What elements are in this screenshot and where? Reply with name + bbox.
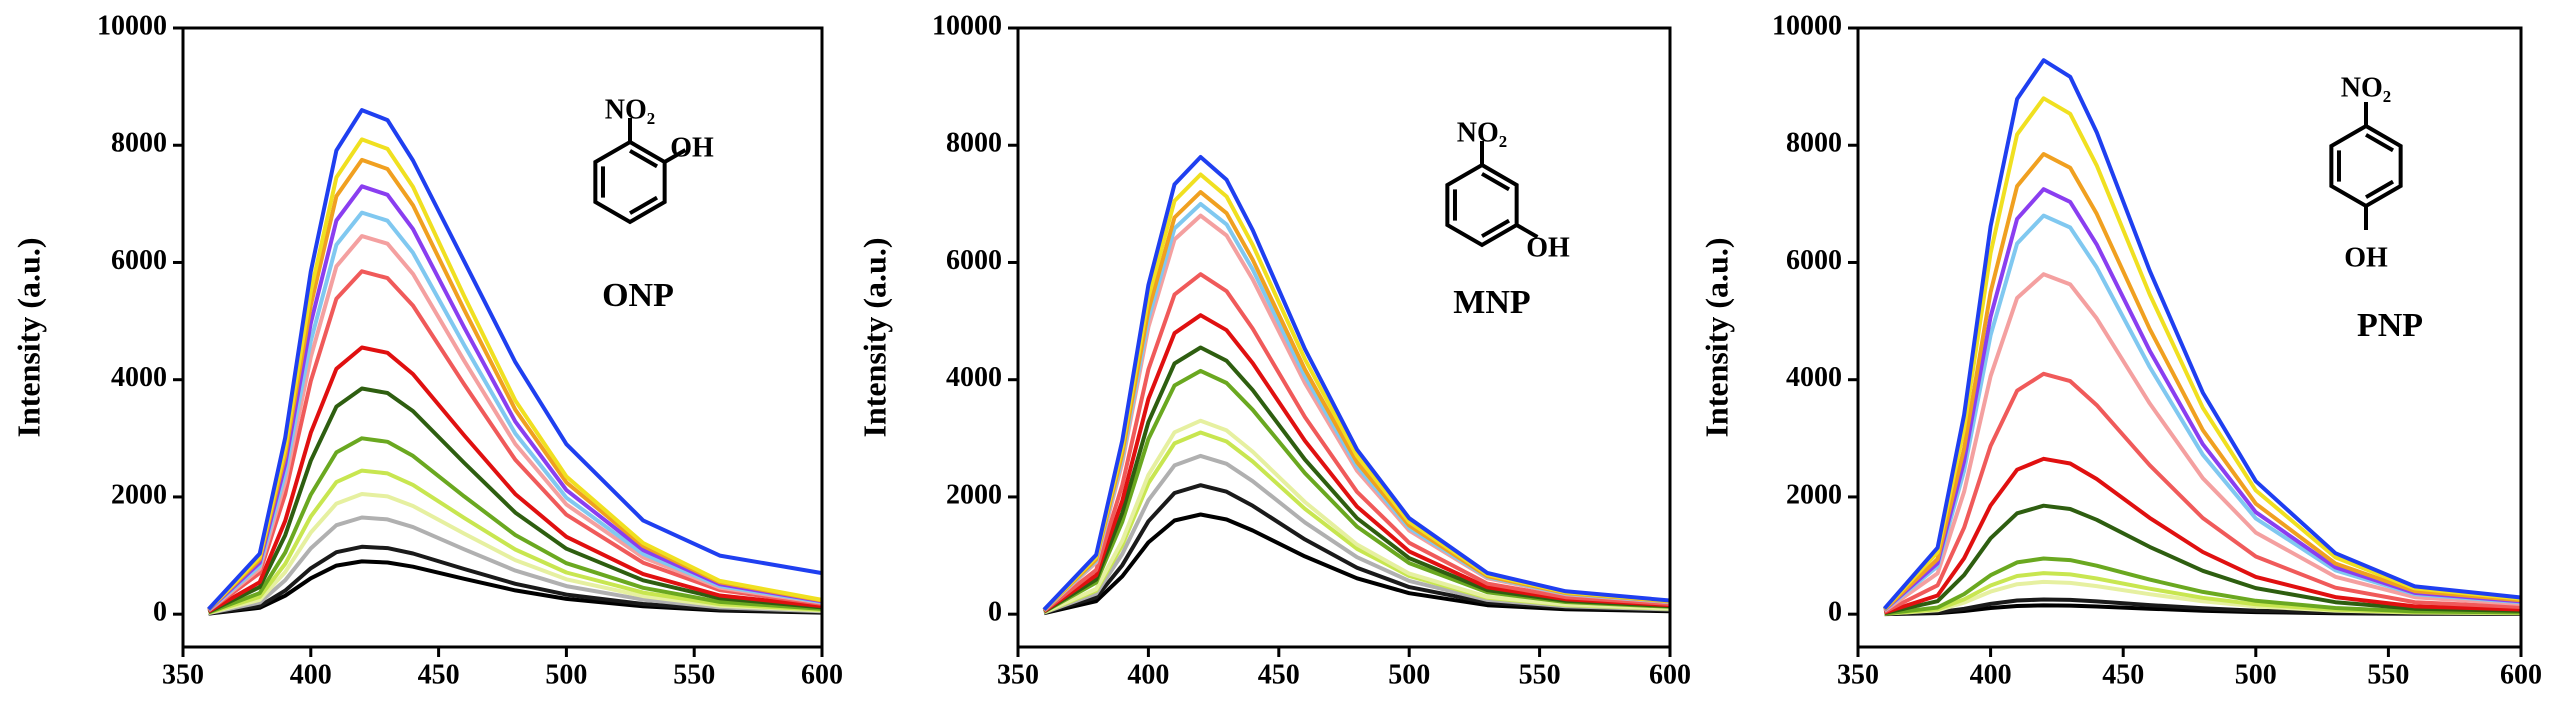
double-bond xyxy=(1481,172,1511,192)
y-axis-label: Intensity (a.u.) xyxy=(856,237,892,437)
x-tick-label: 400 xyxy=(1127,659,1169,690)
substituent-label: NO₂ xyxy=(605,94,655,125)
spectrum-line xyxy=(1042,272,1671,613)
panel: 0 2000 4000 6000 8000 10000 350 400 450 500 550 600… xyxy=(10,10,843,690)
y-tick-label: 6000 xyxy=(946,245,1002,276)
spectrum-line xyxy=(1883,272,2522,613)
x-tick-label: 400 xyxy=(1970,659,2012,690)
spectrum-line xyxy=(207,436,823,615)
y-tick-label: 8000 xyxy=(946,128,1002,159)
spectrum-line xyxy=(1884,503,2522,616)
double-bond xyxy=(2365,179,2395,199)
benzene-ring xyxy=(1445,162,1519,248)
y-axis-label: Intensity (a.u.) xyxy=(1698,237,1734,437)
double-bond xyxy=(629,195,659,215)
spectrum-line xyxy=(208,544,823,616)
y-tick-label: 0 xyxy=(988,597,1002,628)
spectrum-line xyxy=(1883,371,2522,614)
y-tick-label: 6000 xyxy=(1786,245,1842,276)
x-tick-label: 450 xyxy=(1258,659,1300,690)
spectrum-line xyxy=(208,515,823,616)
compound-label: PNP xyxy=(2357,307,2423,344)
x-tick-label: 400 xyxy=(290,659,332,690)
benzene-ring xyxy=(2329,123,2403,209)
y-tick-label: 10000 xyxy=(932,10,1002,41)
spectrum-line xyxy=(1042,155,1671,611)
y-tick-label: 4000 xyxy=(946,362,1002,393)
benzene-ring xyxy=(593,139,667,225)
double-bond xyxy=(629,149,659,169)
y-tick-label: 6000 xyxy=(111,245,167,276)
x-tick-label: 500 xyxy=(2235,659,2277,690)
spectrum-line xyxy=(1883,96,2522,611)
y-tick-label: 10000 xyxy=(1772,10,1842,41)
substituent-bond xyxy=(663,148,687,164)
substituent-label: OH xyxy=(670,132,714,163)
x-tick-label: 600 xyxy=(1649,659,1691,690)
y-tick-label: 0 xyxy=(1828,597,1842,628)
substituent-label: OH xyxy=(1526,232,1570,263)
spectrum-line xyxy=(207,269,823,613)
spectrum-line xyxy=(1884,556,2522,616)
plot-frame xyxy=(1016,26,1672,649)
double-bond xyxy=(2365,133,2395,153)
spectrum-line xyxy=(208,492,823,615)
spectrum-line xyxy=(208,559,823,616)
double-bond xyxy=(1481,218,1511,238)
y-axis-label: Intensity (a.u.) xyxy=(10,237,46,437)
x-tick-label: 500 xyxy=(545,659,587,690)
x-tick-label: 350 xyxy=(1837,659,1879,690)
y-tick-label: 8000 xyxy=(111,128,167,159)
spectrum-line xyxy=(1883,456,2522,615)
plot-frame xyxy=(1856,26,2523,649)
y-tick-label: 2000 xyxy=(946,479,1002,510)
x-tick-label: 350 xyxy=(162,659,204,690)
spectrum-line xyxy=(1043,368,1671,614)
panel: 0 2000 4000 6000 8000 10000 350 400 450 500 550 600… xyxy=(1698,10,2542,690)
y-tick-label: 10000 xyxy=(97,10,167,41)
spectrum-line xyxy=(1882,58,2522,610)
spectrum-line xyxy=(1043,345,1671,614)
y-tick-label: 4000 xyxy=(1786,362,1842,393)
y-tick-label: 8000 xyxy=(1786,128,1842,159)
spectrum-line xyxy=(1042,313,1671,613)
x-tick-label: 600 xyxy=(2500,659,2542,690)
x-tick-label: 500 xyxy=(1388,659,1430,690)
panel: 0 2000 4000 6000 8000 10000 350 400 450 500 550 600… xyxy=(856,10,1691,690)
spectrum-line xyxy=(1043,483,1671,615)
x-tick-label: 600 xyxy=(801,659,843,690)
spectrum-line xyxy=(1043,453,1671,615)
x-tick-label: 550 xyxy=(673,659,715,690)
spectrum-line xyxy=(1043,418,1671,615)
y-tick-label: 4000 xyxy=(111,362,167,393)
x-tick-label: 550 xyxy=(2367,659,2409,690)
y-tick-label: 0 xyxy=(153,597,167,628)
plot-frame xyxy=(181,26,824,649)
y-tick-label: 2000 xyxy=(111,479,167,510)
spectrum-line xyxy=(1883,152,2522,611)
spectrum-line xyxy=(207,386,823,614)
substituent-bond xyxy=(1515,223,1539,239)
spectrum-line xyxy=(1884,597,2522,616)
spectrum-line xyxy=(207,345,823,614)
substituent-label: NO₂ xyxy=(1457,117,1507,148)
substituent-label: NO₂ xyxy=(2341,72,2391,103)
compound-label: MNP xyxy=(1453,284,1530,321)
x-tick-label: 450 xyxy=(2102,659,2144,690)
substituent-label: OH xyxy=(2344,242,2388,273)
y-tick-label: 2000 xyxy=(1786,479,1842,510)
x-tick-label: 450 xyxy=(418,659,460,690)
x-tick-label: 550 xyxy=(1519,659,1561,690)
spectrum-line xyxy=(207,108,823,611)
x-tick-label: 350 xyxy=(997,659,1039,690)
compound-label: ONP xyxy=(602,277,674,314)
spectrum-line xyxy=(208,468,823,615)
spectrum-line xyxy=(1043,512,1671,616)
spectrum-line xyxy=(1883,187,2522,612)
